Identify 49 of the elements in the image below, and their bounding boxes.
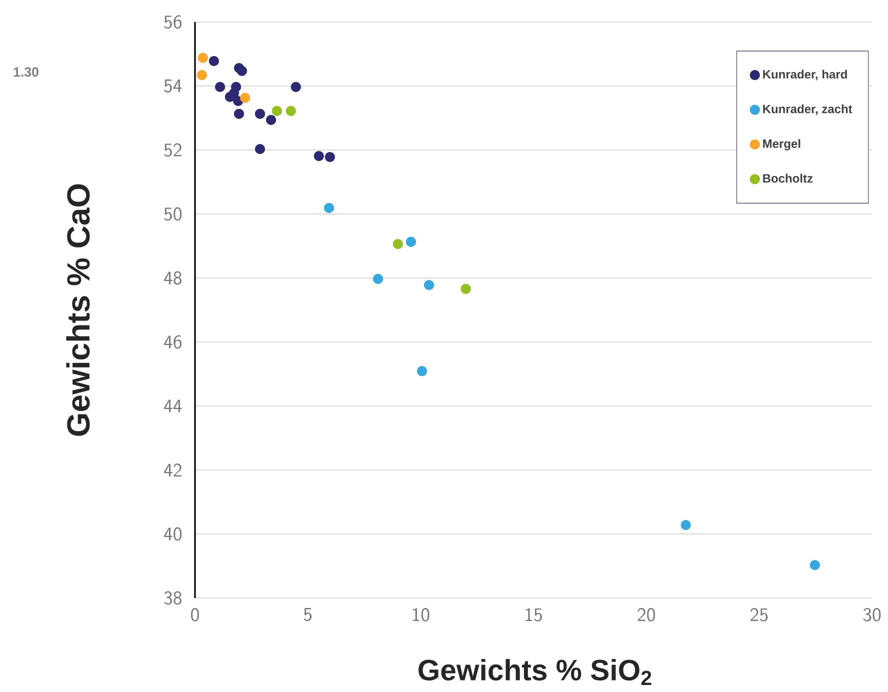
x-tick-label: 5 xyxy=(304,608,312,622)
point xyxy=(286,106,296,116)
legend-label: Kunrader, hard xyxy=(763,70,847,80)
legend-label: Kunrader, zacht xyxy=(763,104,852,115)
point xyxy=(224,92,236,102)
x-tick-label: 20 xyxy=(638,608,655,622)
point xyxy=(198,52,208,63)
y-tick-label: 38 xyxy=(164,591,182,605)
point xyxy=(290,82,301,92)
point xyxy=(208,56,220,66)
point xyxy=(240,92,250,103)
y-tick-label: 46 xyxy=(164,335,182,349)
x-tick-label: 10 xyxy=(412,608,430,622)
y-tick-label: 54 xyxy=(164,80,182,92)
x-tick-label: 0 xyxy=(191,608,199,622)
point xyxy=(392,239,403,250)
point xyxy=(324,152,336,162)
point xyxy=(460,284,471,294)
y-tick-label: 56 xyxy=(164,15,182,29)
y-tick-label: 42 xyxy=(164,464,182,476)
point xyxy=(810,560,820,570)
y-tick-label: 40 xyxy=(164,527,182,541)
point xyxy=(416,366,428,376)
legend-label: Mergel xyxy=(763,139,800,150)
text: 1.30 xyxy=(14,67,38,77)
point xyxy=(254,144,266,154)
y-axis-title: Gewichts % CaO xyxy=(66,184,90,436)
point xyxy=(196,70,208,80)
y-tick-label: 44 xyxy=(164,400,182,412)
y-tick-label: 48 xyxy=(164,271,182,285)
point xyxy=(406,236,416,247)
y-tick-label: 50 xyxy=(164,207,182,221)
point xyxy=(680,520,691,530)
y-tick-label: 52 xyxy=(164,143,182,157)
point xyxy=(424,280,434,290)
point xyxy=(266,114,276,125)
point xyxy=(234,108,244,119)
point xyxy=(272,106,282,116)
point xyxy=(314,151,324,162)
point xyxy=(372,274,384,284)
x-axis-title: Gewichts % SiO$_{2}$ xyxy=(418,658,652,686)
point xyxy=(236,66,248,76)
point xyxy=(214,82,226,92)
x-tick-label: 25 xyxy=(750,608,768,622)
x-tick-label: 15 xyxy=(526,608,542,622)
point xyxy=(254,108,266,119)
x-tick-label: 30 xyxy=(863,608,881,622)
legend-label: Bocholtz xyxy=(763,174,813,183)
point xyxy=(324,202,334,213)
